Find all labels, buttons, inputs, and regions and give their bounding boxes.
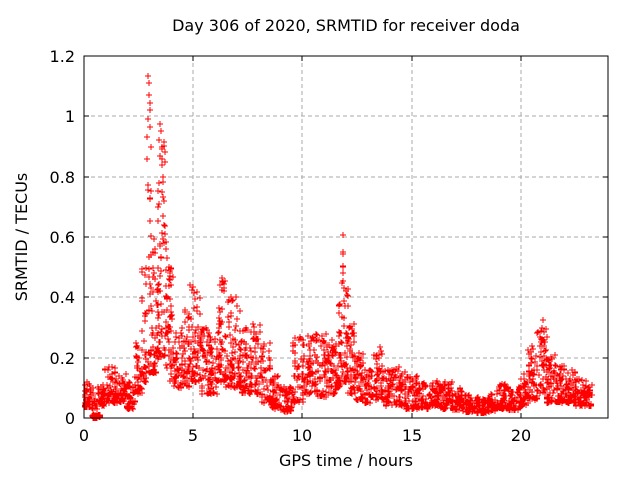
plot-border: [83, 55, 609, 419]
y-tick-label: 0.6: [50, 228, 75, 247]
y-tick-label: 0: [65, 409, 75, 428]
y-tick-label: 0.4: [50, 288, 75, 307]
y-tick-label: 1: [65, 107, 75, 126]
tick-labels-group: 0 5 10 15 20 0 0.2 0.4 0.6 0.8 1 1.2: [50, 47, 532, 445]
y-tick-label: 0.8: [50, 168, 75, 187]
chart-title: Day 306 of 2020, SRMTID for receiver dod…: [172, 16, 520, 35]
x-tick-label: 15: [402, 426, 422, 445]
x-tick-label: 20: [511, 426, 531, 445]
y-tick-label: 0.2: [50, 349, 75, 368]
x-tick-label: 5: [188, 426, 198, 445]
y-tick-label: 1.2: [50, 47, 75, 66]
x-tick-label: 10: [292, 426, 312, 445]
data-point-markers: [82, 73, 595, 421]
x-axis-label: GPS time / hours: [279, 451, 413, 470]
x-tick-label: 0: [79, 426, 89, 445]
y-axis-label: SRMTID / TECUs: [12, 173, 31, 302]
scatter-points: [82, 73, 595, 421]
